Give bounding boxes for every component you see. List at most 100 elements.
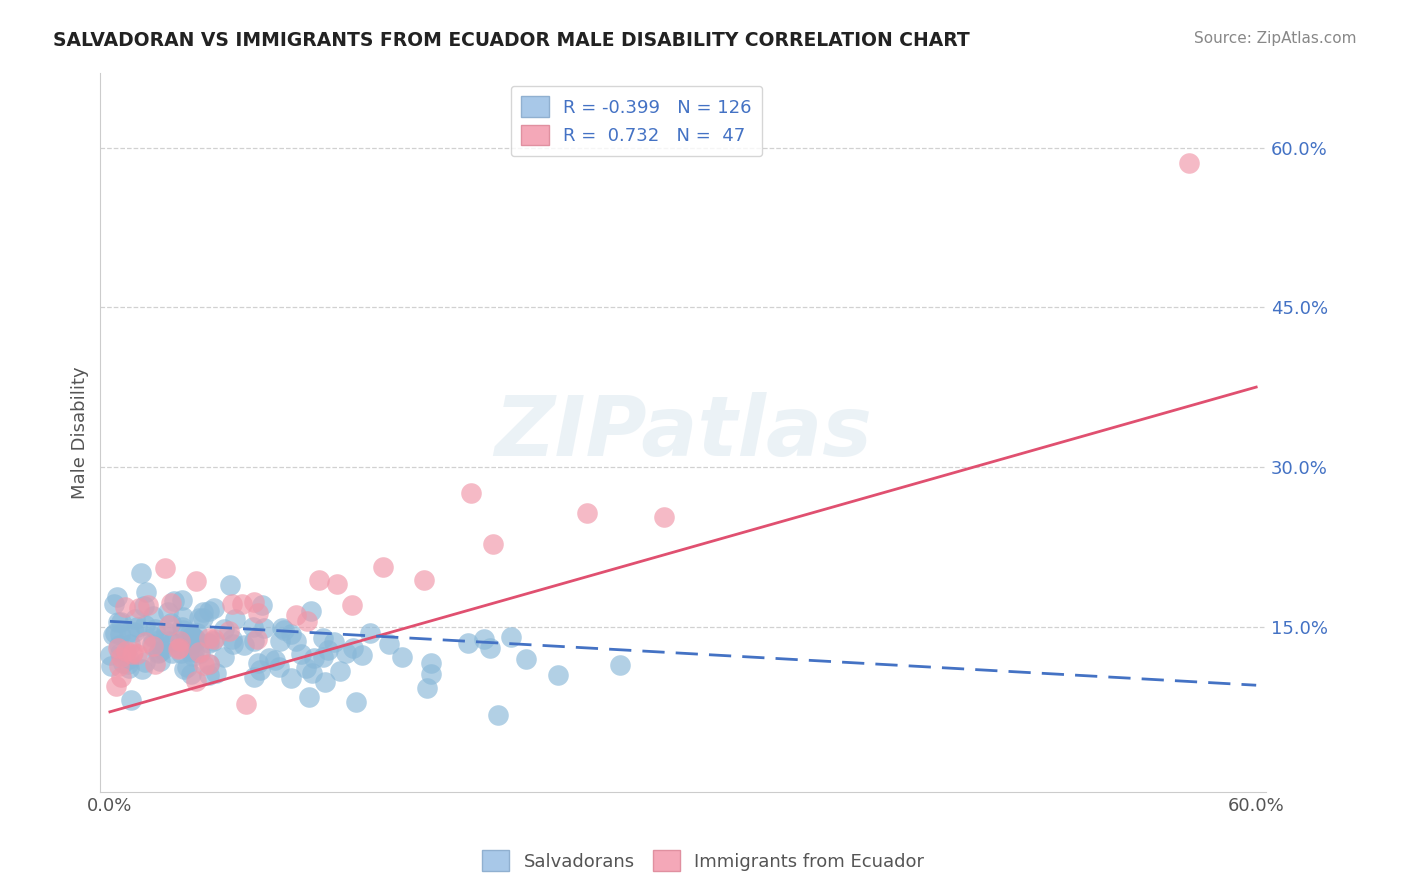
Point [128, 600, 150, 615]
Point [273, 623, 295, 637]
Point [122, 625, 145, 640]
Point [224, 612, 246, 626]
Point [344, 695, 367, 709]
Point [250, 599, 273, 613]
Point [482, 537, 505, 551]
Point [460, 486, 482, 500]
Point [121, 647, 143, 661]
Point [108, 646, 131, 660]
Point [377, 637, 399, 651]
Point [127, 647, 149, 661]
Point [270, 621, 292, 635]
Point [294, 661, 316, 675]
Point [141, 637, 163, 651]
Point [110, 615, 132, 630]
Point [181, 637, 204, 651]
Point [198, 657, 221, 671]
Text: Source: ZipAtlas.com: Source: ZipAtlas.com [1194, 31, 1357, 46]
Text: ZIPatlas: ZIPatlas [494, 392, 872, 473]
Point [221, 597, 243, 611]
Point [104, 625, 127, 640]
Legend: Salvadorans, Immigrants from Ecuador: Salvadorans, Immigrants from Ecuador [475, 843, 931, 879]
Point [107, 641, 129, 656]
Point [117, 657, 139, 671]
Point [118, 652, 141, 666]
Point [233, 639, 256, 653]
Point [170, 646, 193, 660]
Point [181, 631, 204, 645]
Point [170, 620, 193, 634]
Point [103, 628, 125, 642]
Point [186, 633, 208, 648]
Point [120, 692, 142, 706]
Point [188, 645, 211, 659]
Point [157, 605, 180, 619]
Point [312, 649, 335, 664]
Point [108, 627, 131, 641]
Point [352, 648, 374, 663]
Point [181, 629, 204, 643]
Point [173, 662, 195, 676]
Point [243, 594, 266, 608]
Point [181, 648, 204, 663]
Point [413, 574, 436, 588]
Point [242, 670, 264, 684]
Point [205, 666, 228, 681]
Point [124, 612, 146, 626]
Point [652, 509, 675, 524]
Point [295, 615, 318, 629]
Point [284, 634, 307, 648]
Point [312, 631, 335, 645]
Point [342, 640, 364, 655]
Point [142, 639, 165, 653]
Point [252, 622, 274, 636]
Point [335, 647, 357, 661]
Point [188, 646, 211, 660]
Point [198, 657, 221, 672]
Point [173, 633, 195, 648]
Point [264, 653, 287, 667]
Point [118, 661, 141, 675]
Point [110, 670, 132, 684]
Point [202, 632, 225, 646]
Point [160, 635, 183, 649]
Point [98, 648, 121, 662]
Point [221, 632, 243, 646]
Point [197, 631, 219, 645]
Point [142, 608, 165, 623]
Point [246, 606, 269, 620]
Point [285, 607, 308, 622]
Point [609, 658, 631, 673]
Point [150, 643, 173, 657]
Point [135, 585, 157, 599]
Point [129, 566, 152, 580]
Point [114, 644, 136, 658]
Point [134, 618, 156, 632]
Point [249, 663, 271, 677]
Point [108, 639, 131, 653]
Point [280, 627, 302, 641]
Point [486, 707, 509, 722]
Point [111, 657, 134, 671]
Point [359, 626, 381, 640]
Point [159, 616, 181, 631]
Point [134, 655, 156, 669]
Point [415, 681, 437, 695]
Point [143, 657, 166, 672]
Y-axis label: Male Disability: Male Disability [72, 366, 89, 499]
Point [198, 604, 221, 618]
Point [172, 623, 194, 637]
Point [420, 657, 443, 671]
Point [183, 645, 205, 659]
Point [231, 597, 253, 611]
Point [299, 604, 322, 618]
Point [280, 671, 302, 685]
Point [479, 640, 502, 655]
Point [105, 590, 128, 604]
Point [180, 667, 202, 681]
Point [110, 650, 132, 665]
Point [235, 698, 257, 712]
Point [472, 632, 495, 646]
Point [547, 668, 569, 682]
Point [202, 600, 225, 615]
